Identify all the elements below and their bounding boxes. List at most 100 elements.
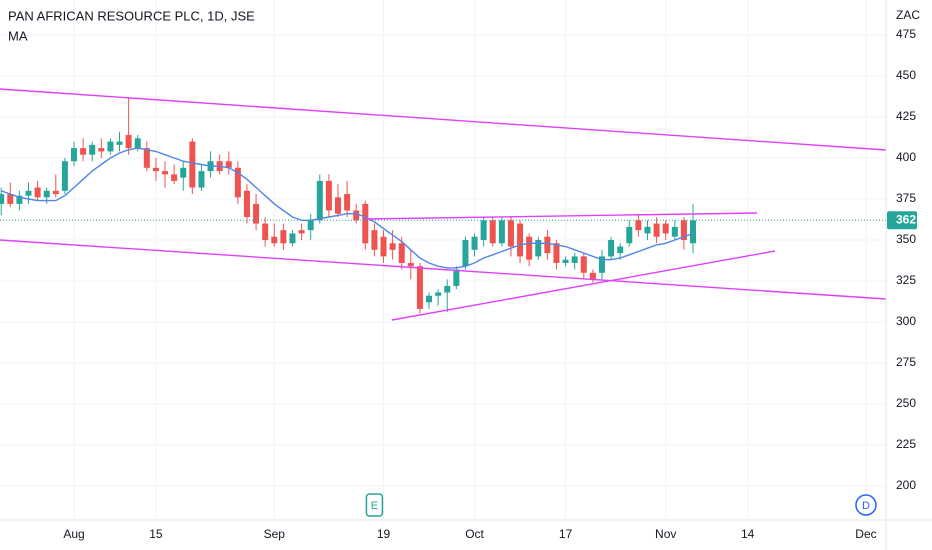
y-tick-label: 275 [896,355,916,369]
candle-body [407,262,414,267]
candle-body [617,246,624,254]
candle-body [589,272,596,280]
y-tick-label: 300 [896,314,916,328]
unit-label: ZAC [896,8,920,22]
candle-body [198,171,205,188]
candle-body [416,266,423,309]
candle-body [189,141,196,188]
y-tick-label: 425 [896,109,916,123]
candle-body [562,259,569,263]
candle-body [662,223,669,234]
candle-body [52,190,59,195]
candle-body [289,233,296,244]
candle-body [7,194,14,204]
candle-body [298,230,305,234]
x-tick-label: Aug [63,527,84,541]
y-tick-label: 250 [896,396,916,410]
candle-body [125,135,132,149]
candle-body [598,256,605,273]
candle-body [16,195,23,204]
candle-body [143,148,150,168]
candle-body [307,220,314,231]
candle-body [325,180,332,211]
candle-body [371,230,378,250]
candle-body [71,148,78,162]
candle-body [644,226,651,234]
candle-body [162,171,169,175]
candle-body [234,167,241,198]
x-tick-label: 17 [559,527,573,541]
candle-body [152,167,159,172]
candle-body [526,236,533,260]
candle-body [334,197,341,214]
candle-body [544,236,551,254]
candle-body [0,194,5,204]
candle-body [471,236,478,250]
candle-body [426,295,433,303]
candle-body [116,141,123,145]
event-marker [855,494,877,516]
candle-body [80,148,87,155]
candle-body [34,187,41,198]
event-label: E [371,500,378,512]
trend-line [0,239,887,300]
candle-body [535,239,542,257]
candle-body [571,256,578,263]
candle-body [389,243,396,250]
event-label: D [862,500,870,512]
candle-body [344,194,351,211]
trend-line [391,250,776,321]
x-tick-label: Oct [465,527,484,541]
y-tick-label: 350 [896,232,916,246]
y-tick-label: 375 [896,191,916,205]
event-marker [365,493,384,517]
candle-body [690,220,697,244]
y-tick-label: 225 [896,437,916,451]
candle-body [353,210,360,221]
y-tick-label: 400 [896,150,916,164]
last-price-label: 362 [896,212,916,226]
candle-body [680,220,687,240]
candle-body [316,180,323,221]
candle-body [380,236,387,257]
candle-body [89,144,96,155]
candle-body [180,167,187,178]
candle-body [489,220,496,244]
candle-body [225,161,232,168]
trend-line [364,212,758,220]
last-price-box [887,211,917,230]
candle-body [626,226,633,244]
candle-body [398,243,405,263]
candle-body [580,256,587,273]
indicator-legend: MA [8,28,28,43]
x-tick-label: Sep [264,527,286,541]
candle-body [444,285,451,293]
candle-body [671,226,678,237]
y-tick-label: 325 [896,273,916,287]
x-tick-label: 15 [149,527,163,541]
candle-body [453,269,460,286]
candle-body [553,243,560,263]
x-tick-label: 19 [377,527,391,541]
candle-body [43,190,50,198]
candle-body [635,220,642,231]
candle-body [517,223,524,257]
candle-body [362,203,369,244]
candle-body [98,148,105,152]
candle-body [243,190,250,218]
candle-body [25,190,32,196]
candle-body [271,236,278,244]
trend-line [0,88,887,151]
candle-body [480,220,487,240]
candle-body [280,230,287,244]
y-tick-label: 200 [896,478,916,492]
candle-body [134,138,141,149]
candle-body [107,141,114,152]
candle-body [498,220,505,244]
candle-body [171,174,178,181]
ma-line [0,147,694,269]
y-tick-label: 475 [896,27,916,41]
x-tick-label: Nov [655,527,676,541]
candle-body [507,220,514,247]
